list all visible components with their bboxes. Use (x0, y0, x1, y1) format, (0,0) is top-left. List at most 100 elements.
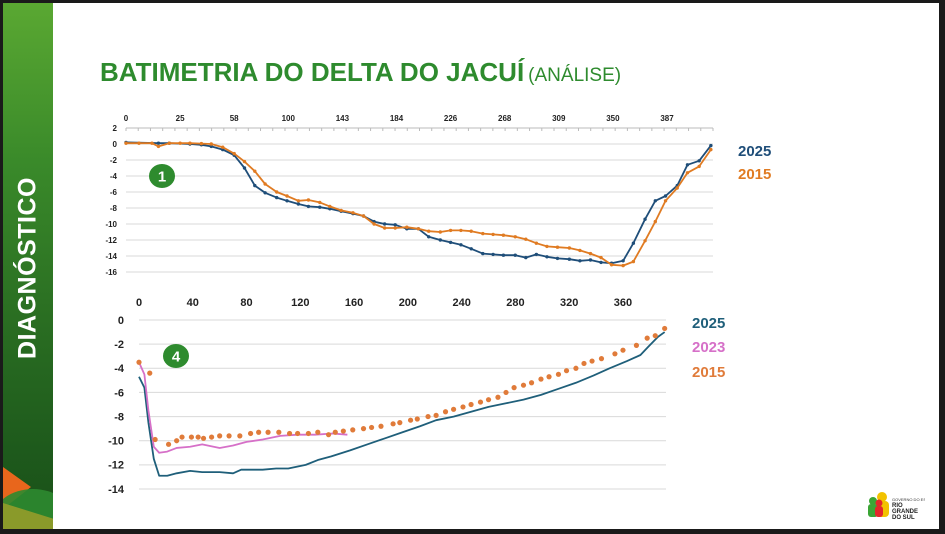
series-2015-point (491, 232, 495, 237)
series-2015-point (468, 401, 474, 408)
series-2025-point (306, 204, 311, 209)
series-2025-point (653, 199, 658, 203)
series-2015-point (513, 235, 517, 239)
series-2015-point (545, 244, 549, 249)
legend-item-2015: 2015 (738, 166, 772, 183)
series-2025-point (242, 166, 247, 170)
series-2015-point (351, 211, 355, 215)
series-2025-point (427, 235, 431, 239)
series-2015-point (165, 441, 172, 447)
series-2015-point (286, 430, 293, 437)
series-2025-point (555, 256, 560, 261)
series-2015-point (581, 360, 587, 367)
series-2015-point (150, 141, 154, 145)
series-2015-point (315, 429, 321, 435)
y-tick-label: -8 (114, 411, 124, 423)
series-2025-point (567, 257, 572, 261)
series-2015-point (427, 229, 431, 233)
series-2025-point (275, 195, 279, 200)
slide: DIAGNÓSTICO BATIMETRIA DO DELTA DO JACUÍ… (3, 3, 939, 529)
series-2015-point (495, 394, 501, 400)
series-2015-point (328, 204, 332, 209)
x-tick-label: 25 (176, 114, 185, 123)
series-2015-point (188, 141, 192, 145)
series-2015-point (339, 208, 343, 213)
y-tick-label: -6 (110, 188, 118, 197)
x-tick-label: 320 (560, 297, 578, 309)
legend-item-2025: 2025 (738, 143, 772, 160)
y-tick-label: -10 (108, 436, 124, 448)
x-tick-label: 0 (124, 114, 129, 123)
series-2015-point (208, 434, 215, 440)
x-tick-label: 0 (136, 297, 142, 309)
series-2025-point (599, 260, 603, 265)
series-2015-point (167, 141, 171, 145)
series-2015-point (433, 412, 439, 418)
series-2015-point (425, 413, 431, 420)
svg-text:GRANDE: GRANDE (892, 509, 918, 515)
y-tick-label: -12 (108, 460, 124, 472)
series-2015-point (393, 226, 397, 230)
series-2025-point (709, 143, 713, 148)
series-2025-point (156, 141, 161, 145)
x-tick-label: 184 (390, 114, 404, 123)
series-2015-point (209, 142, 213, 146)
series-2015-point (709, 147, 713, 152)
series-2015-point (397, 420, 403, 426)
series-2015-point (124, 141, 128, 145)
series-2025-point (263, 191, 267, 195)
series-2015-point (378, 423, 384, 429)
series-2015-point (481, 231, 485, 236)
series-2015-point (382, 226, 387, 230)
series-2025-point (481, 251, 485, 256)
sidebar: DIAGNÓSTICO (3, 3, 53, 529)
series-2015-point (485, 397, 492, 403)
series-2015-point (372, 222, 376, 226)
series-2015-point (276, 429, 282, 435)
series-2015-point (538, 376, 544, 382)
series-2015-point (256, 429, 262, 435)
series-2015-point (469, 229, 473, 233)
series-2015-point (242, 159, 247, 164)
series-2015-point (232, 151, 236, 156)
series-2015-point (188, 434, 195, 440)
series-2015-point (589, 358, 595, 364)
series-2015-point (305, 430, 311, 437)
series-2015-point (501, 233, 506, 237)
series-2015-point (643, 239, 647, 243)
series-2015-point (217, 433, 223, 439)
y-tick-label: -6 (114, 387, 124, 399)
series-2015-point (195, 434, 201, 440)
series-2015-point (275, 190, 279, 194)
series-2025-point (318, 205, 322, 209)
series-2015-point (368, 424, 375, 431)
series-2015-point (534, 241, 539, 245)
x-tick-label: 350 (606, 114, 620, 123)
series-2015-point (685, 171, 690, 175)
x-tick-label: 226 (444, 114, 458, 123)
chart-1-group: 20-2-4-6-8-10-12-14-160 25 58 100 143 184 226 2… (105, 114, 714, 277)
series-2015-point (340, 428, 346, 434)
series-2015-point (644, 335, 650, 341)
y-tick-label: -2 (110, 156, 118, 165)
series-2015-point (179, 434, 185, 440)
svg-text:GOVERNO DO ESTADO: GOVERNO DO ESTADO (892, 497, 925, 502)
x-tick-label: 120 (291, 297, 309, 309)
chart-2-group: 0 -2 -4 -6 -8 -10 -12 -14 0 40 80 120 160 200 240 280 32… (108, 297, 668, 496)
series-2025-point (524, 255, 528, 260)
series-2025-point (328, 207, 332, 211)
x-tick-label: 387 (660, 114, 674, 123)
series-2025-point (459, 243, 463, 247)
badge-circle (149, 164, 175, 188)
series-2015-point (296, 199, 301, 203)
series-2025-point (221, 147, 225, 152)
series-2015-point (360, 426, 367, 432)
series-2015-point (156, 144, 161, 149)
series-2025-point (513, 253, 517, 257)
series-2025-point (643, 217, 647, 221)
series-2023-line (138, 361, 348, 454)
series-2015-point (662, 325, 668, 332)
y-tick-label: -12 (105, 236, 117, 245)
series-2015-point (137, 141, 141, 145)
chart-1: 20-2-4-6-8-10-12-14-160 25 58 100 143 184 226 2… (105, 114, 714, 496)
